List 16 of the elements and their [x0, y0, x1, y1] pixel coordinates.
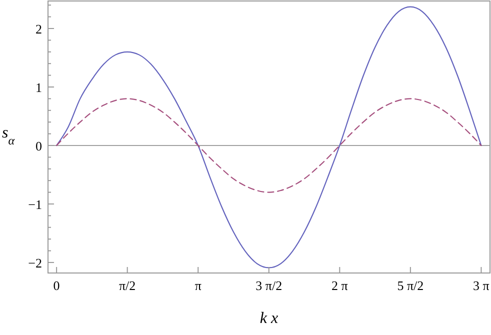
x-axis-title: k x — [260, 310, 278, 327]
x-tick-label: π — [194, 278, 202, 293]
y-axis-title: s$_{α}$ — [2, 124, 16, 148]
x-tick-label: π/2 — [118, 278, 136, 293]
x-tick-label: 2 π — [331, 278, 348, 293]
x-tick-label: 3 π/2 — [256, 278, 282, 293]
x-tick-label: 0 — [53, 278, 60, 293]
y-tick-label: −1 — [28, 196, 42, 212]
y-tick-label: 1 — [36, 80, 42, 95]
line-series — [56, 98, 482, 193]
x-tick-label: 5 π/2 — [397, 278, 424, 293]
y-tick-label: 2 — [36, 21, 42, 36]
y-tick-label: 0 — [36, 138, 42, 154]
x-tick-label: 3 π — [473, 278, 490, 293]
y-tick-label: −2 — [28, 255, 42, 270]
line-series — [56, 6, 482, 268]
